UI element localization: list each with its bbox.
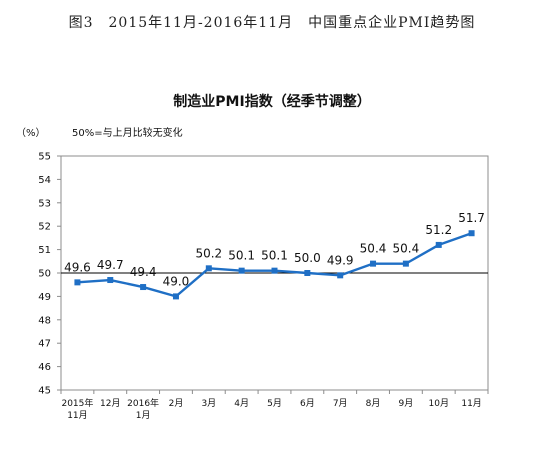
data-label: 49.0 (163, 274, 190, 288)
x-tick-label-line: 6月 (300, 398, 315, 409)
data-label: 50.0 (294, 251, 321, 265)
data-point (402, 260, 409, 267)
y-tick-label: 49 (38, 292, 51, 303)
data-point (74, 279, 81, 286)
chart-title: 制造业PMI指数（经季节调整） (173, 93, 370, 110)
y-axis-unit: （%） (16, 127, 46, 139)
x-tick-label-line: 3月 (201, 398, 216, 409)
data-label: 50.4 (393, 242, 420, 256)
x-tick-label-line: 1月 (136, 410, 151, 421)
data-label: 50.4 (360, 242, 387, 256)
data-point (370, 260, 377, 267)
data-point (140, 284, 147, 291)
y-tick-label: 48 (38, 315, 51, 326)
y-tick-label: 46 (38, 362, 51, 373)
x-tick-label-line: 2月 (169, 398, 184, 409)
x-tick-label: 10月 (429, 398, 449, 409)
data-point (337, 272, 344, 279)
x-tick-label: 3月 (201, 398, 216, 409)
x-tick-label: 6月 (300, 398, 315, 409)
data-label: 51.2 (425, 223, 452, 237)
x-tick-label: 2016年 1月 (127, 397, 159, 421)
x-tick-label-line: 11月 (67, 410, 87, 421)
figure-title: 图3 2015年11月-2016年11月 中国重点企业PMI趋势图 (68, 15, 476, 31)
x-tick-label: 5月 (267, 398, 282, 409)
x-tick-label: 9月 (399, 398, 414, 409)
x-tick-label: 2月 (169, 398, 184, 409)
x-tick-label-line: 7月 (333, 398, 348, 409)
data-point (271, 267, 278, 274)
data-label: 50.1 (261, 249, 288, 263)
x-tick-label-line: 5月 (267, 398, 282, 409)
data-point (468, 230, 475, 237)
x-tick-label-line: 8月 (366, 398, 381, 409)
x-tick-label: 11月 (461, 398, 481, 409)
y-axis: 45 46 47 48 49 50 51 52 53 54 55 (38, 152, 61, 397)
y-tick-label: 45 (38, 386, 51, 397)
y-tick-label: 50 (38, 269, 51, 280)
y-tick-label: 47 (38, 339, 51, 350)
data-point (172, 293, 179, 300)
data-point (435, 241, 442, 248)
data-point (107, 277, 114, 284)
x-tick-label: 12月 (100, 398, 120, 409)
y-tick-label: 52 (38, 222, 51, 233)
x-tick-label-line: 2015年 (61, 397, 93, 409)
x-tick-label: 2015年 11月 (61, 397, 93, 421)
data-label: 49.9 (327, 253, 354, 267)
y-tick-label: 54 (38, 175, 51, 186)
x-tick-label-line: 4月 (234, 398, 249, 409)
x-tick-label: 4月 (234, 398, 249, 409)
data-point (205, 265, 212, 272)
x-tick-label-line: 10月 (429, 398, 449, 409)
x-tick-label-line: 9月 (399, 398, 414, 409)
x-tick-label-line: 2016年 (127, 397, 159, 409)
series-markers (74, 230, 475, 300)
data-label: 50.2 (195, 246, 222, 260)
data-label: 51.7 (458, 211, 485, 225)
data-label: 49.7 (97, 258, 124, 272)
x-tick-label: 7月 (333, 398, 348, 409)
x-tick-label: 8月 (366, 398, 381, 409)
data-label: 49.6 (64, 260, 91, 274)
y-tick-label: 53 (38, 198, 51, 209)
data-labels: 49.6 49.7 49.4 49.0 50.2 50.1 50.1 50.0 49.9 50.4… (64, 211, 485, 288)
x-tick-label-line: 12月 (100, 398, 120, 409)
data-point (304, 270, 311, 276)
x-tick-label-line: 11月 (461, 398, 481, 409)
data-label: 49.4 (130, 265, 157, 279)
data-point (238, 267, 245, 274)
y-tick-label: 51 (38, 245, 51, 256)
data-label: 50.1 (228, 249, 255, 263)
y-tick-label: 55 (38, 152, 51, 163)
chart-note: 50%=与上月比较无变化 (72, 126, 183, 139)
